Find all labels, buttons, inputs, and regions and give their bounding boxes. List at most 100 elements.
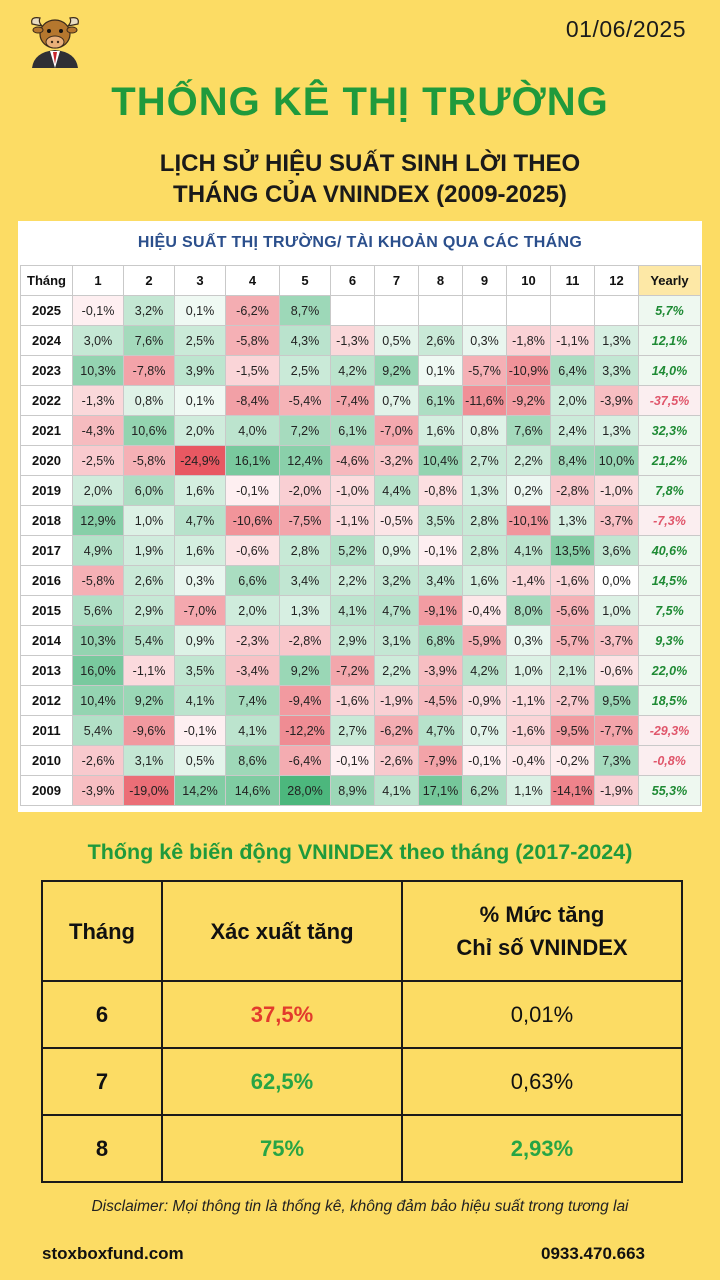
yearly-return-cell: -0,8%	[638, 745, 701, 776]
month-return-cell: 28,0%	[279, 775, 331, 806]
month-return-cell: 1,6%	[174, 535, 226, 566]
month-return-cell: 10,4%	[418, 445, 463, 476]
month-return-cell: 4,7%	[418, 715, 463, 746]
row-year: 2023	[20, 355, 73, 386]
month-return-cell: -7,8%	[123, 355, 175, 386]
table-row: 2017 4,9% 1,9% 1,6% -0,6% 2,8% 5,2% 0,9% -0,1% 2,…	[20, 535, 701, 566]
month-return-cell: -9,6%	[123, 715, 175, 746]
month-return-cell	[594, 295, 639, 326]
month-return-cell: -3,7%	[594, 505, 639, 536]
month-return-cell: -0,4%	[506, 745, 551, 776]
month-return-cell: 7,2%	[279, 415, 331, 446]
yearly-return-cell: 40,6%	[638, 535, 701, 566]
month-return-cell: 1,3%	[594, 325, 639, 356]
stats-month: 8	[41, 1114, 163, 1183]
month-return-cell: -6,2%	[225, 295, 280, 326]
month-return-cell: 2,5%	[279, 355, 331, 386]
stats-col-probability: Xác xuất tăng	[161, 880, 403, 982]
stats-title: Thống kê biến động VNINDEX theo tháng (2…	[87, 840, 633, 864]
month-return-cell: -5,8%	[123, 445, 175, 476]
month-return-cell: 4,1%	[330, 595, 375, 626]
subtitle-line-1: LỊCH SỬ HIỆU SUẤT SINH LỜI THEO	[159, 150, 581, 177]
column-header: 1	[72, 265, 124, 296]
month-return-cell: 2,8%	[279, 535, 331, 566]
month-return-cell: 2,2%	[506, 445, 551, 476]
month-return-cell: 9,2%	[279, 655, 331, 686]
month-return-cell: 0,1%	[174, 295, 226, 326]
month-return-cell: -0,6%	[594, 655, 639, 686]
month-return-cell: 5,4%	[123, 625, 175, 656]
month-return-cell: -5,8%	[225, 325, 280, 356]
month-return-cell: -7,5%	[279, 505, 331, 536]
month-return-cell: -1,1%	[506, 685, 551, 716]
month-return-cell: -0,1%	[225, 475, 280, 506]
month-return-cell: 3,1%	[374, 625, 419, 656]
stats-month: 6	[41, 980, 163, 1049]
stats-probability: 37,5%	[161, 980, 403, 1049]
row-year: 2018	[20, 505, 73, 536]
month-return-cell: 1,6%	[462, 565, 507, 596]
month-return-cell: 2,4%	[550, 415, 595, 446]
column-header: 4	[225, 265, 280, 296]
stats-month: 7	[41, 1047, 163, 1116]
month-return-cell: 0,3%	[506, 625, 551, 656]
month-return-cell: 8,0%	[506, 595, 551, 626]
month-return-cell: -0,1%	[330, 745, 375, 776]
website-link[interactable]: stoxboxfund.com	[42, 1244, 184, 1263]
month-return-cell: -9,2%	[506, 385, 551, 416]
month-return-cell: -1,3%	[330, 325, 375, 356]
month-return-cell: 2,6%	[418, 325, 463, 356]
column-header: 2	[123, 265, 175, 296]
yearly-return-cell: 21,2%	[638, 445, 701, 476]
month-return-cell: -1,0%	[330, 475, 375, 506]
stats-row: 8 75% 2,93%	[41, 1114, 683, 1183]
month-return-cell: -10,6%	[225, 505, 280, 536]
stats-col-gain-line-1: % Mức tăng	[479, 902, 605, 927]
performance-table-heading: HIỆU SUẤT THỊ TRƯỜNG/ TÀI KHOẢN QUA CÁC …	[137, 234, 583, 251]
month-return-cell	[330, 295, 375, 326]
month-return-cell: 4,1%	[174, 685, 226, 716]
month-return-cell: 3,0%	[72, 325, 124, 356]
month-return-cell: -5,7%	[462, 355, 507, 386]
yearly-return-cell: -7,3%	[638, 505, 701, 536]
month-return-cell	[418, 295, 463, 326]
yearly-return-cell: 9,3%	[638, 625, 701, 656]
month-return-cell: 2,0%	[550, 385, 595, 416]
stats-row: 6 37,5% 0,01%	[41, 980, 683, 1049]
table-row: 2013 16,0% -1,1% 3,5% -3,4% 9,2% -7,2% 2,2% -3,9…	[20, 655, 701, 686]
table-row: 2025 -0,1% 3,2% 0,1% -6,2% 8,7% 5,7%	[20, 295, 701, 326]
month-return-cell: -4,5%	[418, 685, 463, 716]
month-return-cell: 8,6%	[225, 745, 280, 776]
month-return-cell	[506, 295, 551, 326]
page-subtitle: LỊCH SỬ HIỆU SUẤT SINH LỜI THEO THÁNG CỦ…	[100, 148, 640, 210]
month-return-cell: 0,8%	[462, 415, 507, 446]
row-year: 2009	[20, 775, 73, 806]
month-return-cell: 1,3%	[279, 595, 331, 626]
month-return-cell: -11,6%	[462, 385, 507, 416]
table-row: 2024 3,0% 7,6% 2,5% -5,8% 4,3% -1,3% 0,5% 2,6% 0,…	[20, 325, 701, 356]
month-return-cell: 1,6%	[174, 475, 226, 506]
month-return-cell: 0,1%	[418, 355, 463, 386]
row-year: 2011	[20, 715, 73, 746]
month-return-cell: -5,6%	[550, 595, 595, 626]
month-return-cell: 8,9%	[330, 775, 375, 806]
table-row: 2018 12,9% 1,0% 4,7% -10,6% -7,5% -1,1% -0,5% 3,…	[20, 505, 701, 536]
month-return-cell: -24,9%	[174, 445, 226, 476]
row-year: 2025	[20, 295, 73, 326]
month-return-cell	[462, 295, 507, 326]
month-return-cell: 6,6%	[225, 565, 280, 596]
month-return-cell: 1,9%	[123, 535, 175, 566]
yearly-return-cell: 14,0%	[638, 355, 701, 386]
stats-table: Tháng Xác xuất tăng % Mức tăng Chỉ số VN…	[41, 880, 683, 1183]
month-return-cell: 3,1%	[123, 745, 175, 776]
month-return-cell: -2,6%	[72, 745, 124, 776]
month-return-cell: -1,5%	[225, 355, 280, 386]
table-row: 2010 -2,6% 3,1% 0,5% 8,6% -6,4% -0,1% -2,6% -7,9…	[20, 745, 701, 776]
month-return-cell: 0,5%	[374, 325, 419, 356]
month-return-cell: 7,6%	[123, 325, 175, 356]
month-return-cell: -7,0%	[174, 595, 226, 626]
month-return-cell: -7,9%	[418, 745, 463, 776]
month-return-cell: -1,1%	[330, 505, 375, 536]
month-return-cell: -0,6%	[225, 535, 280, 566]
stats-col-month: Tháng	[41, 880, 163, 982]
